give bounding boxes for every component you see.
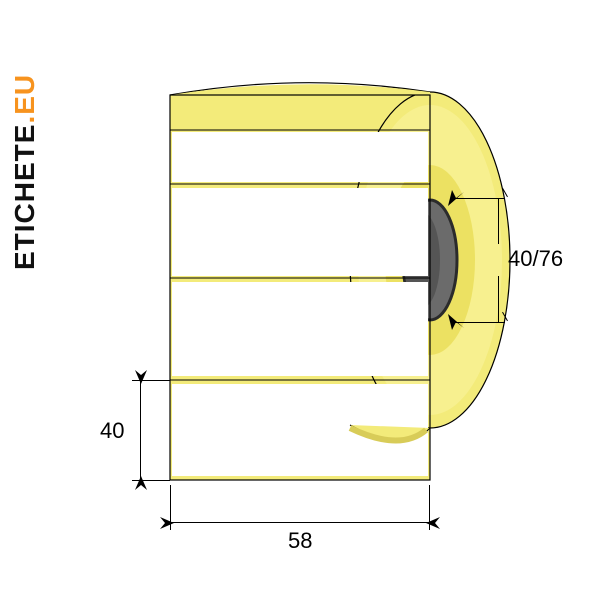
dim-width-line	[170, 522, 430, 523]
dim-arrow-down-left	[446, 186, 464, 204]
dim-core-value: 40/76	[508, 246, 563, 272]
dim-width-value: 58	[288, 528, 312, 554]
diagram-stage: ETICHETE.EU	[0, 0, 600, 600]
dim-arrow-up	[132, 476, 150, 494]
label-roll-illustration	[0, 0, 600, 600]
dim-core-line	[498, 276, 499, 322]
dim-height-line	[140, 380, 141, 480]
dim-height-value: 40	[100, 418, 124, 444]
dim-arrow-right	[156, 514, 174, 532]
dim-arrow-left	[426, 514, 444, 532]
dim-core-line	[498, 198, 499, 244]
roll-body	[170, 83, 510, 480]
dim-arrow-up-left	[446, 312, 464, 330]
dim-arrow-down	[132, 366, 150, 384]
